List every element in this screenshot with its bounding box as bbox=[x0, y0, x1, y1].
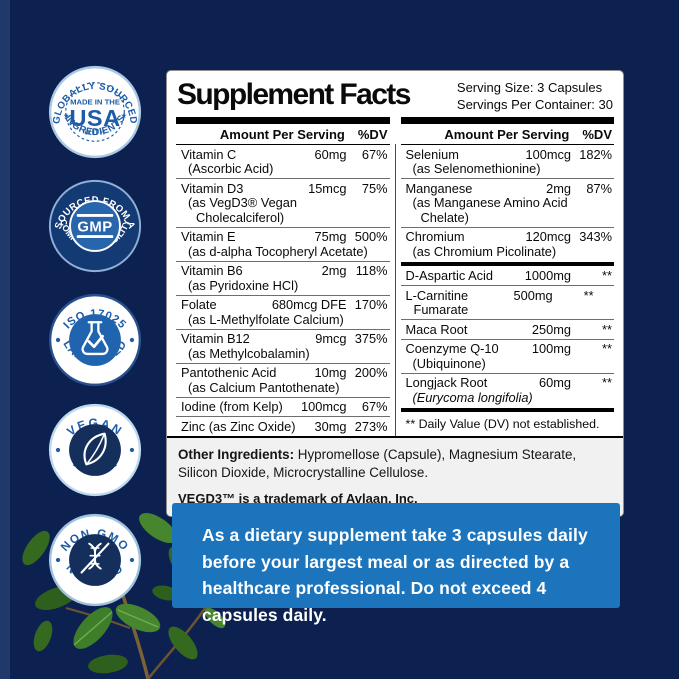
label-header: Supplement Facts Serving Size: 3 Capsule… bbox=[167, 71, 623, 117]
dv-header: %DV bbox=[357, 127, 388, 143]
dv-header: %DV bbox=[582, 127, 612, 143]
nutrient-row: Pantothenic Acid 10mg 200% (as Calcium Pan… bbox=[176, 362, 390, 397]
dashed-ring bbox=[65, 82, 125, 142]
badge-iso-lab-tested: ISO 17025 LAB TESTED bbox=[47, 292, 143, 388]
dosage-instruction-text: As a dietary supplement take 3 capsules … bbox=[202, 525, 588, 625]
trademark-note: VEGD3™ is a trademark of Avlaan, Inc. bbox=[178, 490, 418, 506]
nutrient-row: Maca Root 250mg ** bbox=[400, 319, 614, 339]
nutrient-row: Coenzyme Q-10 100mg ** (Ubiquinone) bbox=[400, 338, 614, 373]
nutrient-row: Chromium 120mcg 343% (as Chromium Picolina… bbox=[400, 226, 614, 261]
amount-header: Amount Per Serving bbox=[219, 127, 345, 143]
left-edge-stripe bbox=[0, 0, 10, 679]
nutrient-row: Manganese 2mg 87% (as Manganese Amino Acid… bbox=[400, 178, 614, 227]
dv-footnote: ** Daily Value (DV) not established. bbox=[405, 416, 600, 431]
label-footer: Other Ingredients: Hypromellose (Capsule… bbox=[167, 435, 623, 516]
nutrient-row: Longjack Root 60mg ** (Eurycoma longifolia… bbox=[400, 372, 614, 407]
group-divider bbox=[400, 261, 614, 266]
column-divider bbox=[395, 144, 396, 436]
nutrition-table: Amount Per Serving %DV Vitamin C 60mg 67% … bbox=[167, 117, 623, 436]
dot-icon bbox=[55, 557, 61, 563]
leaf-icon bbox=[83, 432, 107, 466]
badge-vegan: VEGAN VEGAN bbox=[47, 402, 143, 498]
badge-non-gmo: NON GMO NON GMO bbox=[47, 512, 143, 608]
group-divider bbox=[400, 407, 614, 412]
flask-check-icon bbox=[81, 321, 109, 356]
other-ingredients: Other Ingredients: Hypromellose (Capsule… bbox=[178, 446, 612, 482]
nutrient-row: L-Carnitine Fumarate 500mg ** bbox=[400, 285, 614, 319]
dot-icon bbox=[129, 447, 135, 453]
nutrient-row: Zinc (as Zinc Oxide) 30mg 273% bbox=[176, 416, 390, 436]
servings-per-container: Servings Per Container: 30 bbox=[456, 96, 613, 112]
right-column: Amount Per Serving %DV Selenium 100mcg 182… bbox=[400, 117, 614, 436]
serving-size: Serving Size: 3 Capsules bbox=[456, 80, 603, 95]
supplement-facts-title: Supplement Facts bbox=[177, 78, 411, 111]
dot-icon bbox=[129, 557, 135, 563]
badge-gmp: SOURCED FROM A COMPLIANT FACILITY GMP bbox=[47, 178, 143, 274]
dosage-instruction-box: As a dietary supplement take 3 capsules … bbox=[172, 503, 620, 625]
dot-icon bbox=[129, 337, 135, 343]
serving-info: Serving Size: 3 Capsules Servings Per Co… bbox=[457, 78, 613, 113]
usa-line2: USA bbox=[69, 105, 120, 131]
star-icon: ★ bbox=[63, 111, 69, 120]
amount-header: Amount Per Serving bbox=[444, 127, 570, 143]
other-ingredients-label: Other Ingredients: bbox=[178, 446, 295, 462]
nutrient-row: Iodine (from Kelp) 100mcg 67% bbox=[176, 396, 390, 417]
nutrient-row: D-Aspartic Acid 1000mg ** bbox=[405, 268, 613, 284]
nutrient-row: Vitamin C 60mg 67% (Ascorbic Acid) bbox=[181, 146, 388, 177]
star-icon: ★ bbox=[121, 111, 127, 120]
nutrient-row: Selenium 100mcg 182% (as Selenomethionine) bbox=[405, 146, 613, 177]
dot-icon bbox=[55, 447, 61, 453]
gmp-text: GMP bbox=[77, 219, 112, 235]
nutrient-row: Vitamin B6 2mg 118% (as Pyridoxine HCl) bbox=[176, 260, 390, 295]
badge-made-in-usa: GLOBALLY SOURCED INGREDIENTS MADE IN THE… bbox=[47, 64, 143, 160]
left-column: Amount Per Serving %DV Vitamin C 60mg 67% … bbox=[176, 117, 390, 436]
nutrient-row: Folate 680mcg DFE 170% (as L-Methylfolate … bbox=[176, 294, 390, 329]
nutrient-row: Vitamin E 75mg 500% (as d-alpha Tocopheryl… bbox=[176, 226, 390, 261]
supplement-facts-panel: Supplement Facts Serving Size: 3 Capsule… bbox=[166, 70, 624, 517]
dot-icon bbox=[55, 337, 61, 343]
usa-line1: MADE IN THE bbox=[70, 97, 120, 106]
nutrient-row: Vitamin B12 9mcg 375% (as Methylcobalamin) bbox=[176, 328, 390, 363]
usa-line3: WITH bbox=[84, 130, 105, 137]
other-ingredients-text: Hypromellose (Capsule), Magnesium Steara… bbox=[178, 446, 577, 480]
nutrient-row: Vitamin D3 15mcg 75% (as VegD3® Vegan Chol… bbox=[176, 178, 390, 227]
dna-crossed-icon bbox=[80, 542, 110, 574]
gmp-center-disc bbox=[69, 200, 121, 252]
